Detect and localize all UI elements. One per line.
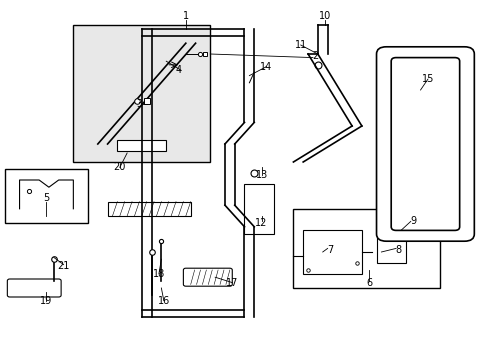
Text: 20: 20 <box>113 162 126 172</box>
FancyBboxPatch shape <box>7 279 61 297</box>
Text: 9: 9 <box>409 216 415 226</box>
Text: 16: 16 <box>157 296 170 306</box>
Bar <box>5 169 88 223</box>
Bar <box>303 230 361 274</box>
Bar <box>244 184 273 234</box>
Text: 1: 1 <box>183 11 188 21</box>
Bar <box>293 209 439 288</box>
Text: 3: 3 <box>136 99 142 109</box>
Text: 6: 6 <box>366 278 371 288</box>
Text: 12: 12 <box>255 218 267 228</box>
Bar <box>117 140 166 151</box>
Text: 13: 13 <box>255 170 267 180</box>
Text: 14: 14 <box>260 62 272 72</box>
FancyBboxPatch shape <box>183 268 232 286</box>
Bar <box>107 202 190 216</box>
Bar <box>73 25 210 162</box>
Text: 7: 7 <box>326 245 332 255</box>
Text: 10: 10 <box>318 11 331 21</box>
Text: 17: 17 <box>225 278 238 288</box>
FancyBboxPatch shape <box>390 58 459 230</box>
Text: 4: 4 <box>175 65 181 75</box>
FancyBboxPatch shape <box>376 47 473 241</box>
Text: 15: 15 <box>421 74 433 84</box>
Text: 8: 8 <box>395 245 401 255</box>
Text: 21: 21 <box>57 261 70 271</box>
Text: 5: 5 <box>43 193 49 203</box>
Text: 2: 2 <box>312 51 318 61</box>
Text: 19: 19 <box>40 296 53 306</box>
Bar <box>376 234 405 263</box>
Text: 11: 11 <box>294 40 306 50</box>
Text: 18: 18 <box>152 269 165 279</box>
